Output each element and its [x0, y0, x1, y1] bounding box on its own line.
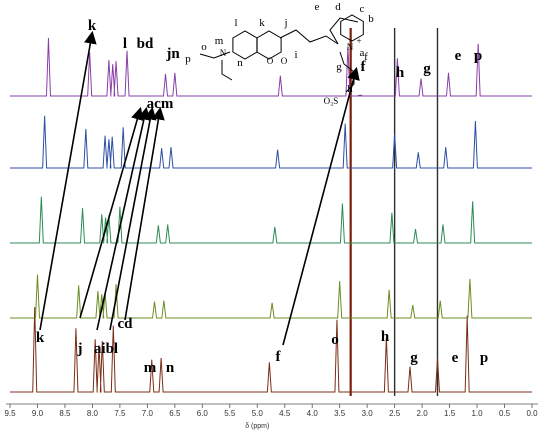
x-axis: 9.5 9.0 8.5 8.0 7.5 7.0 6.5 6.0 5.5 5.0 4.5 4.0 3.5 3… [4, 403, 538, 430]
x-tick-label: 4.0 [307, 409, 319, 418]
x-tick-label: 6.5 [169, 409, 181, 418]
x-tick-label: 3.0 [362, 409, 374, 418]
structure-label: i [294, 49, 297, 61]
spectrum-trace [10, 274, 532, 319]
peak-label-bottom: k [36, 330, 45, 346]
structure-label: o [201, 41, 207, 53]
x-tick-label: 0.0 [526, 409, 538, 418]
structure-atom: N [347, 42, 354, 52]
peak-label-top: e [455, 48, 462, 64]
x-axis-title: δ (ppm) [245, 423, 269, 430]
structure-label: k [259, 17, 265, 29]
assignment-arrows [39, 30, 360, 346]
structure-label: g [336, 61, 342, 73]
structure-label: n [237, 57, 243, 69]
structure-atom: O [267, 56, 274, 66]
structure-atom: O₃S [324, 96, 339, 106]
sulfobutyl-chain [339, 51, 355, 93]
spectrum-trace [10, 115, 532, 169]
structure-atom: − [357, 90, 362, 100]
x-tick-label: 6.0 [197, 409, 209, 418]
peak-label-bottom: p [480, 350, 488, 366]
structure-label: h [347, 83, 353, 95]
structure-label: d [335, 1, 341, 13]
peak-label-bottom: f [276, 349, 282, 365]
peak-label-bottom: o [331, 332, 339, 348]
spectrum-trace [10, 306, 532, 393]
structure-label: p [185, 53, 191, 65]
structure-label: m [215, 35, 224, 47]
assignment-arrow [39, 30, 97, 331]
structure-label: f [364, 51, 368, 63]
amine-ethyl-2 [221, 60, 233, 81]
structure-label: j [283, 17, 287, 29]
x-tick-label: 8.5 [59, 409, 71, 418]
x-tick-label: 3.5 [334, 409, 346, 418]
x-tick-label: 1.5 [444, 409, 456, 418]
peak-label-top: acm [147, 96, 174, 112]
x-tick-label: 4.5 [279, 409, 291, 418]
peak-label-bottom: n [166, 360, 175, 376]
structure-atom: + [356, 36, 361, 46]
x-tick-label: 9.0 [32, 409, 44, 418]
assignment-arrow [79, 106, 144, 319]
ring-indole-benzene [340, 14, 364, 42]
structure-label: e [315, 1, 320, 13]
ring-benzene [232, 30, 258, 60]
methine-bridge [279, 29, 339, 45]
x-tick-label: 7.5 [114, 409, 126, 418]
peak-label-top: cd [118, 316, 134, 332]
peak-label-top: l [123, 36, 127, 52]
assignment-arrow [124, 106, 165, 321]
x-tick-label: 1.0 [471, 409, 483, 418]
x-tick-label: 2.5 [389, 409, 401, 418]
x-tick-label: 5.0 [252, 409, 264, 418]
spectrum-trace [10, 196, 532, 244]
structure-label: b [368, 13, 374, 25]
solvent-reference-lines [349, 28, 439, 396]
peak-label-bottom: h [381, 329, 390, 345]
x-tick-label: 7.0 [142, 409, 154, 418]
peak-label-bottom: aibl [94, 341, 118, 357]
x-tick-label: 9.5 [4, 409, 16, 418]
peak-label-bottom: j [77, 341, 83, 357]
peak-label-bottom: m [144, 360, 157, 376]
peak-label-top: k [88, 18, 97, 34]
structure-label: l [234, 17, 237, 29]
peak-label-top: g [423, 61, 431, 77]
amine-ethyl [199, 51, 231, 59]
x-tick-label: 2.0 [417, 409, 429, 418]
peak-label-bottom: g [410, 350, 418, 366]
spectrum-trace [10, 37, 532, 97]
indoline-ring [329, 17, 359, 45]
ring-pyranone [256, 30, 282, 60]
assignment-arrow [109, 106, 157, 331]
peak-label-top: h [396, 65, 405, 81]
x-tick-label: 8.0 [87, 409, 99, 418]
spectra-traces [10, 37, 532, 393]
x-tick-label: 0.5 [499, 409, 511, 418]
peak-label-top: p [474, 48, 482, 64]
peak-label-top: bd [137, 36, 154, 52]
assignment-arrow [282, 66, 360, 346]
x-tick-label: 5.5 [224, 409, 236, 418]
structure-label: c [360, 3, 365, 15]
assignment-arrow [96, 106, 151, 331]
structure-label: a [360, 47, 365, 59]
peak-label-top: jn [165, 46, 180, 62]
structure-atom: O [281, 56, 288, 66]
peak-label-top: f [361, 59, 367, 75]
structure-atom: N [220, 48, 227, 58]
peak-label-bottom: e [452, 350, 459, 366]
